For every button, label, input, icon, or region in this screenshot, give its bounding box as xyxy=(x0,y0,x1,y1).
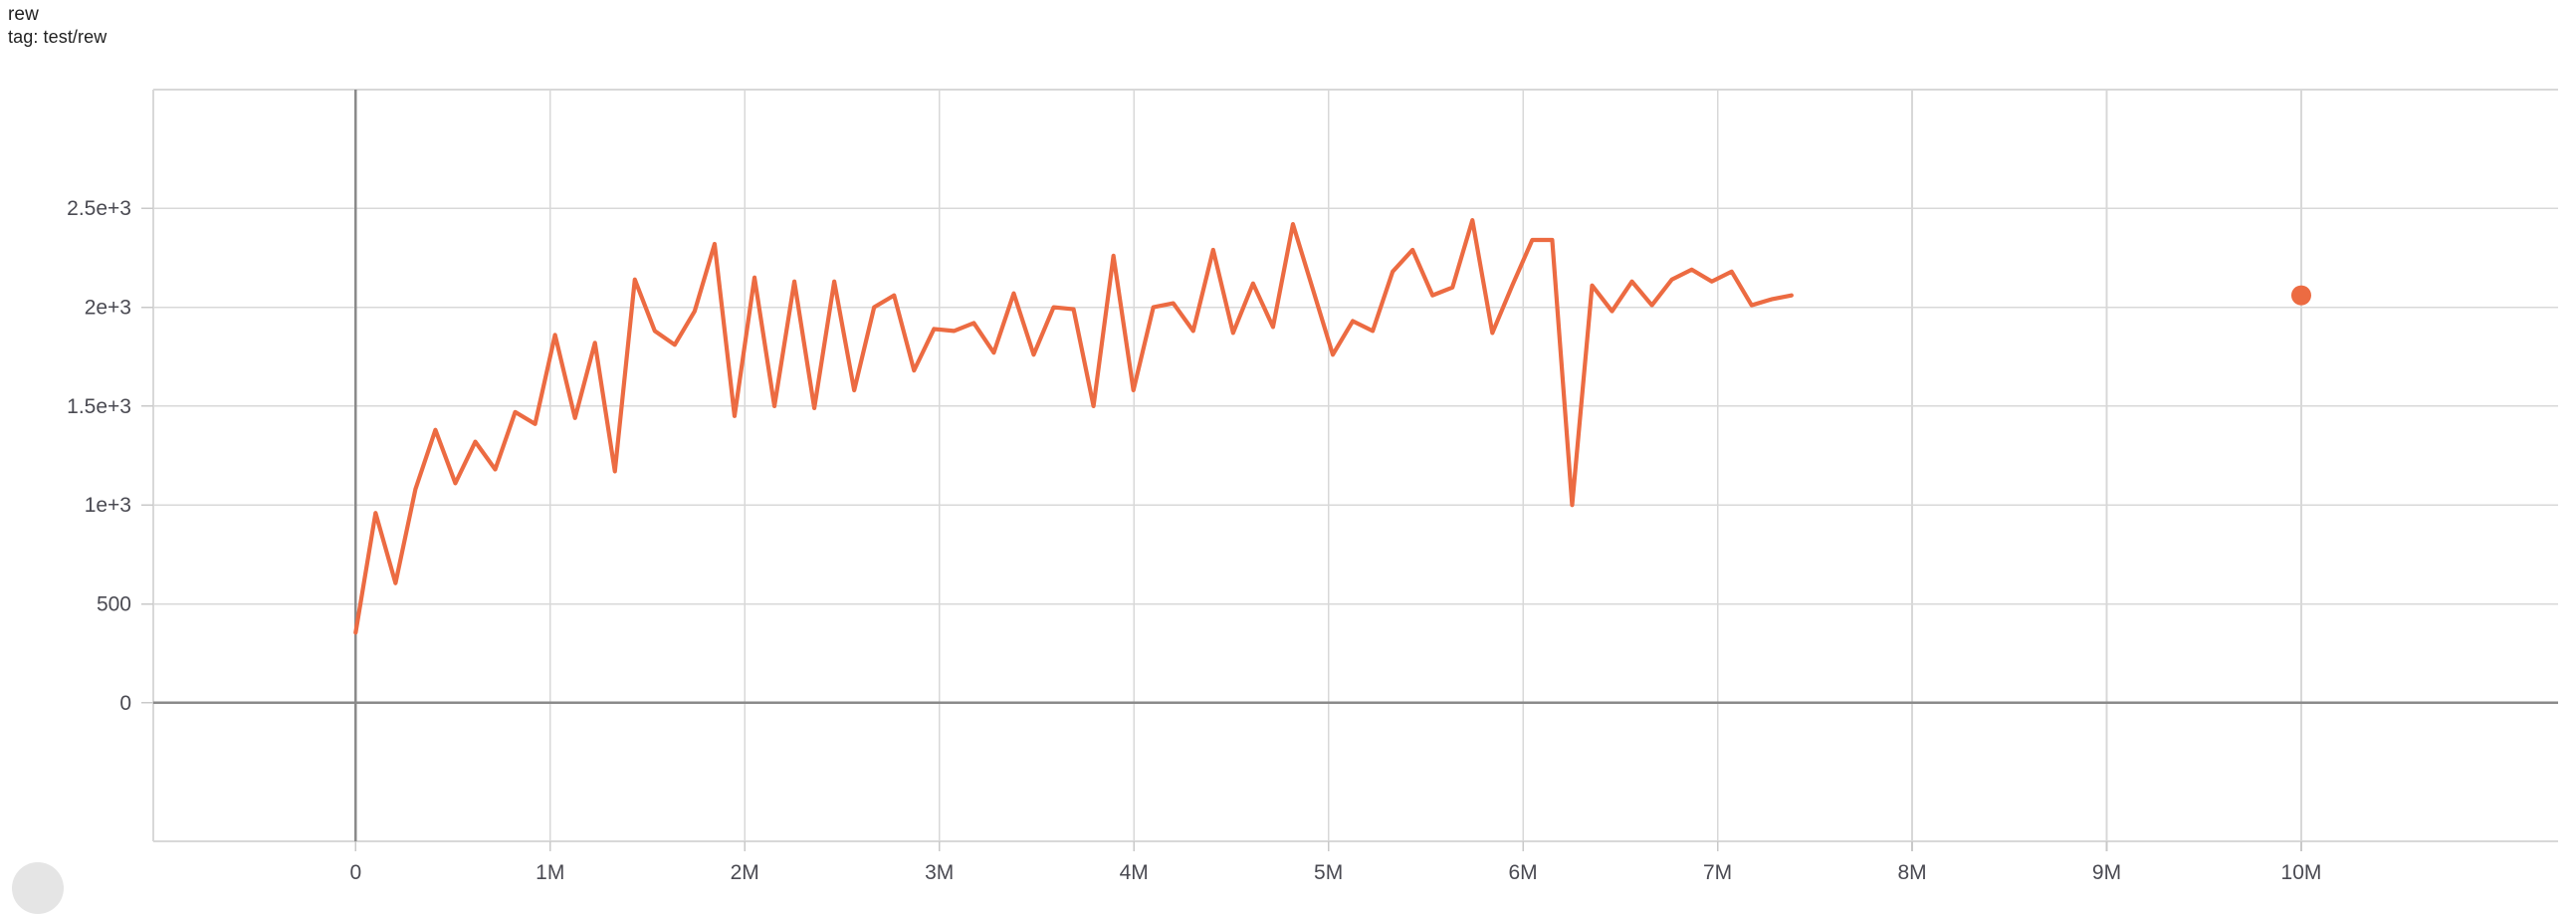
end-point-marker[interactable] xyxy=(2290,285,2311,306)
vertical-gridlines xyxy=(152,90,2302,841)
series-line[interactable] xyxy=(353,218,1794,635)
series-test-rew[interactable] xyxy=(353,218,1794,635)
x-tick-label: 5M xyxy=(1314,861,1343,884)
y-tick-label: 1e+3 xyxy=(85,494,131,517)
x-tick-label: 8M xyxy=(1897,861,1926,884)
tick-marks xyxy=(141,207,2302,851)
x-tick-label: 7M xyxy=(1703,861,1732,884)
expand-button[interactable] xyxy=(12,862,64,914)
horizontal-gridlines xyxy=(153,89,2558,842)
y-tick-label: 2e+3 xyxy=(85,297,131,320)
y-tick-label: 500 xyxy=(97,593,131,616)
x-tick-label: 10M xyxy=(2281,861,2322,884)
x-tick-label: 6M xyxy=(1509,861,1538,884)
y-tick-label: 1.5e+3 xyxy=(67,395,131,418)
x-tick-label: 2M xyxy=(731,861,759,884)
x-tick-label: 0 xyxy=(349,861,361,884)
y-tick-label: 2.5e+3 xyxy=(67,197,131,220)
x-axis-tick-labels: 0 1M 2M 3M 4M 5M 6M 7M 8M 9M 10M xyxy=(349,861,2321,884)
x-tick-label: 3M xyxy=(925,861,954,884)
axis-lines xyxy=(153,90,2558,841)
x-tick-label: 1M xyxy=(536,861,564,884)
y-tick-label: 0 xyxy=(119,692,131,715)
x-tick-label: 9M xyxy=(2092,861,2121,884)
page-title: rew xyxy=(8,4,39,25)
y-axis-tick-labels: 0 500 1e+3 1.5e+3 2e+3 2.5e+3 xyxy=(67,197,131,715)
chart-tag-label: tag: test/rew xyxy=(8,27,107,48)
x-tick-label: 4M xyxy=(1120,861,1149,884)
series-end-marker[interactable] xyxy=(2290,285,2311,306)
chart-header: rew tag: test/rew xyxy=(8,4,107,47)
